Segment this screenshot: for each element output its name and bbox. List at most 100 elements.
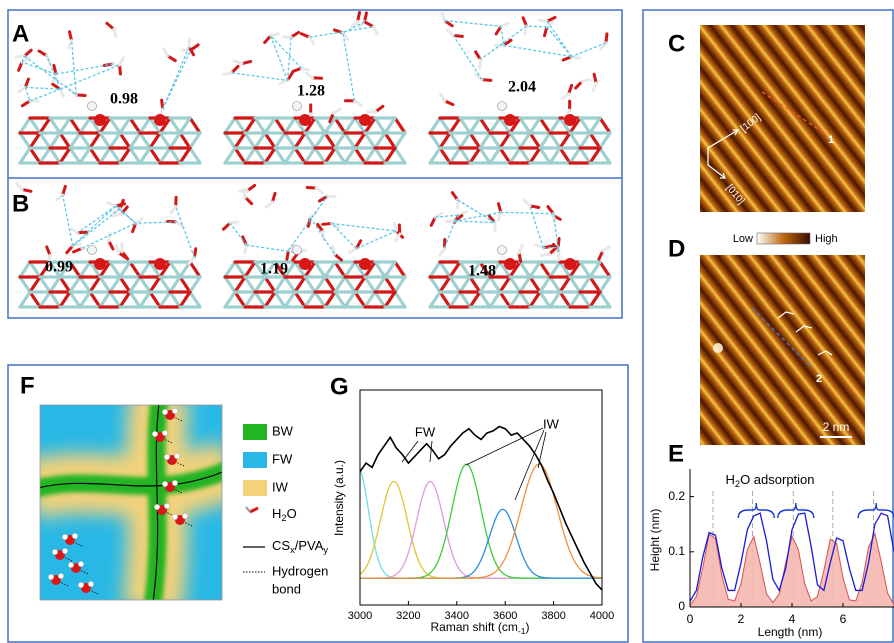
lattice-bond (100, 292, 110, 307)
hydrogen-atom (172, 514, 178, 520)
lattice-bond (60, 148, 70, 163)
lattice-bond (355, 133, 365, 148)
lattice-bond (235, 148, 245, 163)
water-bond (582, 80, 590, 82)
y-tick-label: 0.2 (668, 489, 685, 503)
lattice-bond (325, 292, 335, 307)
legend-label: FW (272, 451, 293, 466)
lattice-bond (580, 148, 590, 163)
lattice-bond (40, 277, 50, 292)
oxygen-atom (299, 114, 311, 126)
lattice-bond (160, 277, 170, 292)
lattice-bond (480, 292, 490, 307)
lattice-bond (180, 277, 190, 292)
hydrogen-bond (271, 36, 288, 81)
lattice-bond (245, 292, 255, 307)
lattice-bond (520, 148, 530, 163)
hydrogen-atom (174, 453, 180, 459)
lattice-bond (120, 277, 130, 292)
hydrogen-bond (455, 221, 495, 222)
water-bond (271, 34, 279, 36)
lattice-bond (170, 133, 180, 148)
page: {"panels": { "A": {"label": "A", "distan… (0, 0, 894, 643)
water-bond (109, 233, 110, 241)
lattice-bond (600, 262, 610, 277)
lattice-bond (20, 148, 30, 163)
hydrogen-bond (25, 87, 60, 89)
molecular-model (16, 23, 200, 163)
water-bond (539, 20, 547, 21)
water-bond (354, 101, 361, 105)
oxygen-atom (359, 258, 371, 270)
water-bond (374, 27, 378, 34)
water-bond (316, 188, 322, 193)
hydrogen-atom (62, 548, 68, 554)
hydrogen-atom (72, 533, 78, 539)
water-bond (396, 234, 400, 241)
lattice-bond (130, 277, 140, 292)
lattice-bond (70, 277, 80, 292)
lattice-bond (285, 133, 295, 148)
hydrogen-atom (88, 246, 97, 255)
hydrogen-atom (162, 430, 168, 436)
water-bond (572, 57, 580, 59)
lattice-bond (510, 277, 520, 292)
hydrogen-bond (271, 36, 302, 68)
lattice-bond (430, 262, 440, 277)
lattice-bond (580, 118, 590, 133)
hydrogen-atom (498, 102, 507, 111)
lattice-bond (470, 148, 480, 163)
water-bond (224, 73, 232, 75)
lattice-bond (385, 133, 395, 148)
legend-label: H2O (272, 506, 297, 523)
lattice-bond (225, 292, 235, 307)
chart-title: H2O adsorption (725, 472, 814, 489)
lattice-bond (520, 262, 530, 277)
lattice-bond (285, 148, 295, 163)
lattice-bond (80, 118, 90, 133)
lattice-bond (325, 133, 335, 148)
hydrogen-atom (62, 534, 68, 540)
legend: BWFWIWH2OCSx/PVAyHydrogenbond (243, 423, 328, 596)
lattice-bond (385, 118, 395, 133)
lattice-bond (355, 148, 365, 163)
hydrogen-atom (293, 246, 302, 255)
lattice-bond (460, 148, 470, 163)
lattice-bond (500, 133, 510, 148)
water-bond (16, 56, 24, 57)
lattice-bond (355, 277, 365, 292)
annotation-arrow (466, 428, 546, 500)
lattice-bond (430, 133, 440, 148)
lattice-bond (80, 148, 90, 163)
lattice-bond (50, 118, 60, 133)
distance-label: 1.28 (297, 83, 325, 100)
panel-label: B (12, 190, 29, 217)
lattice-bond (110, 277, 120, 292)
lattice-bond (395, 133, 405, 148)
water-bond (495, 222, 496, 230)
lattice-bond (345, 277, 355, 292)
lattice-bond (225, 133, 235, 148)
water-bond (352, 21, 358, 27)
lattice-bond (520, 133, 530, 148)
legend-swatch (243, 424, 267, 440)
hydrogen-bond (30, 89, 60, 101)
lattice-bond (100, 277, 110, 292)
lattice-bond (275, 133, 285, 148)
water-bond (245, 245, 246, 253)
lattice-bond (275, 277, 285, 292)
hydrogen-bond (504, 45, 572, 56)
lattice-bond (285, 118, 295, 133)
lattice-bond (225, 118, 235, 133)
lattice-bond (570, 148, 580, 163)
fit-peak (360, 481, 602, 578)
hydrogen-bond (458, 200, 495, 223)
lattice-bond (450, 148, 460, 163)
water-bond (310, 37, 314, 44)
lattice-bond (430, 277, 440, 292)
lattice-bond (550, 148, 560, 163)
hydrogen-bond (63, 195, 73, 246)
lattice-bond (130, 133, 140, 148)
lattice-bond (235, 292, 245, 307)
